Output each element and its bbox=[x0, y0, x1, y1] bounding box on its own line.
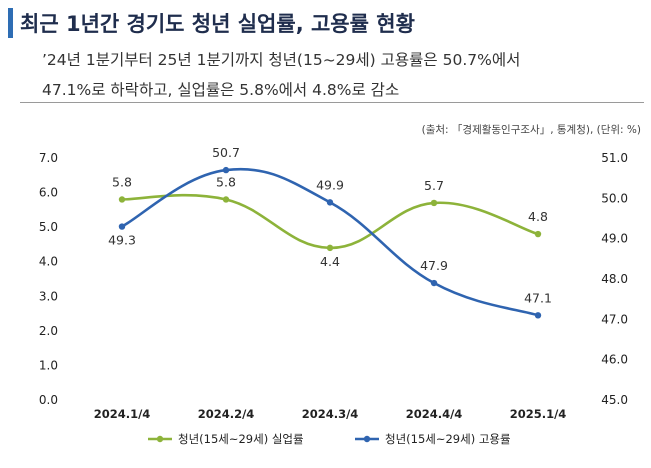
employment-label-0: 49.3 bbox=[108, 233, 136, 248]
y-right-tick-2: 47.0 bbox=[601, 312, 628, 326]
employment-point-2 bbox=[326, 199, 334, 206]
unemployment-label-1: 5.8 bbox=[216, 174, 236, 189]
subtitle-line-1: ’24년 1분기부터 25년 1분기까지 청년(15~29세) 고용률은 50.… bbox=[42, 51, 521, 69]
unemployment-point-2 bbox=[326, 244, 334, 252]
unemployment-point-3 bbox=[430, 199, 438, 207]
x-tick-2: 2024.3/4 bbox=[302, 407, 359, 421]
y-left-tick-5: 5.0 bbox=[39, 220, 58, 234]
employment-point-0 bbox=[118, 223, 126, 230]
y-left-tick-0: 0.0 bbox=[39, 393, 58, 407]
x-tick-4: 2025.1/4 bbox=[510, 407, 567, 421]
unemployment-point-1 bbox=[222, 196, 230, 203]
y-left-tick-4: 4.0 bbox=[39, 255, 58, 269]
x-tick-3: 2024.4/4 bbox=[406, 407, 463, 421]
legend-unemployment-marker bbox=[156, 435, 164, 443]
y-left-tick-2: 2.0 bbox=[39, 324, 58, 338]
employment-label-4: 47.1 bbox=[524, 290, 552, 305]
x-tick-1: 2024.2/4 bbox=[198, 407, 255, 421]
subtitle-line-2: 47.1%로 하락하고, 실업률은 5.8%에서 4.8%로 감소 bbox=[42, 81, 400, 99]
unemployment-point-0 bbox=[118, 196, 126, 203]
employment-point-3 bbox=[430, 279, 438, 287]
y-right-tick-6: 51.0 bbox=[601, 151, 628, 165]
y-right-tick-4: 49.0 bbox=[601, 232, 628, 246]
unemployment-label-4: 4.8 bbox=[528, 209, 548, 224]
unemployment-label-0: 5.8 bbox=[112, 174, 132, 189]
y-left-tick-3: 3.0 bbox=[39, 289, 58, 303]
subtitle-underline bbox=[20, 102, 644, 103]
y-left-tick-1: 1.0 bbox=[39, 358, 58, 372]
legend-employment-label: 청년(15세~29세) 고용률 bbox=[385, 432, 511, 446]
employment-label-2: 49.9 bbox=[316, 177, 344, 192]
y-right-tick-0: 45.0 bbox=[601, 393, 628, 407]
page-title: 최근 1년간 경기도 청년 실업률, 고용률 현황 bbox=[20, 12, 415, 36]
employment-point-1 bbox=[222, 166, 230, 174]
source-note: (출처: 「경제활동인구조사」, 통계청), (단위: %) bbox=[421, 124, 641, 136]
employment-label-1: 50.7 bbox=[212, 145, 240, 160]
employment-label-3: 47.9 bbox=[420, 258, 448, 273]
y-right-tick-5: 50.0 bbox=[601, 191, 628, 205]
title-accent-bar bbox=[8, 8, 13, 38]
y-left-tick-6: 6.0 bbox=[39, 186, 58, 200]
legend-unemployment-label: 청년(15세~29세) 실업률 bbox=[178, 432, 304, 446]
y-right-tick-3: 48.0 bbox=[601, 272, 628, 286]
x-tick-0: 2024.1/4 bbox=[94, 407, 151, 421]
unemployment-point-4 bbox=[534, 230, 542, 238]
unemployment-label-2: 4.4 bbox=[320, 254, 340, 269]
unemployment-label-3: 5.7 bbox=[424, 178, 444, 193]
y-right-tick-1: 46.0 bbox=[601, 353, 628, 367]
legend-employment-marker bbox=[363, 435, 371, 443]
y-left-tick-7: 7.0 bbox=[39, 151, 58, 165]
employment-point-4 bbox=[534, 312, 542, 319]
